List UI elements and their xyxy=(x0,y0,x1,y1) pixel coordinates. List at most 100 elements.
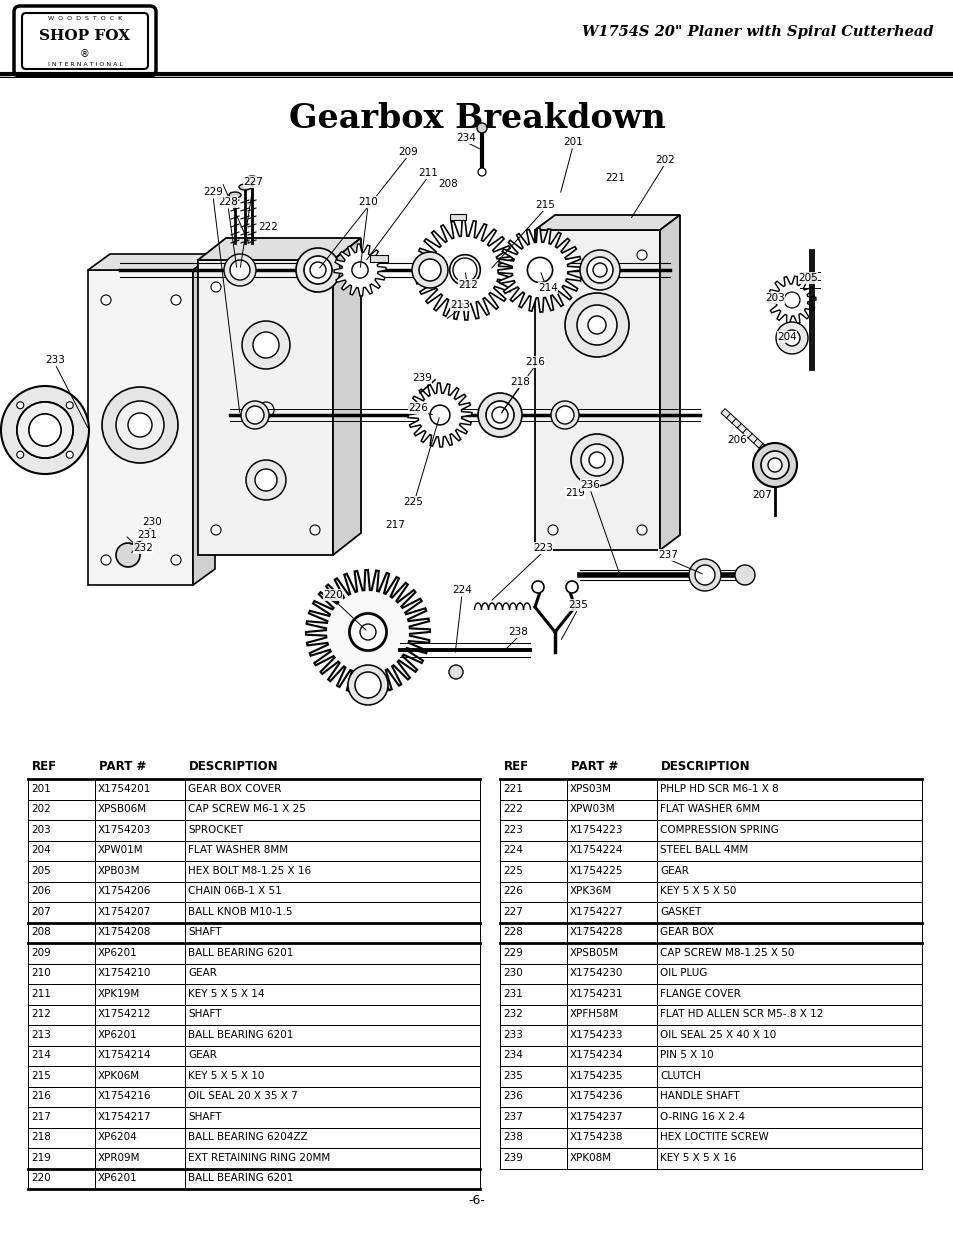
Bar xyxy=(88,270,193,585)
Circle shape xyxy=(760,451,788,479)
Text: PHLP HD SCR M6-1 X 8: PHLP HD SCR M6-1 X 8 xyxy=(659,784,778,794)
Bar xyxy=(731,419,741,429)
Circle shape xyxy=(430,405,450,425)
Circle shape xyxy=(355,672,380,698)
Circle shape xyxy=(783,291,800,308)
Text: HANDLE SHAFT: HANDLE SHAFT xyxy=(659,1092,739,1102)
Text: 239: 239 xyxy=(502,1152,522,1163)
Circle shape xyxy=(587,316,605,333)
Circle shape xyxy=(637,525,646,535)
Polygon shape xyxy=(497,228,581,312)
Text: X1754214: X1754214 xyxy=(98,1050,152,1061)
Text: CLUTCH: CLUTCH xyxy=(659,1071,700,1081)
Text: X1754237: X1754237 xyxy=(569,1112,623,1121)
Text: OIL PLUG: OIL PLUG xyxy=(659,968,706,978)
Circle shape xyxy=(66,401,73,409)
Text: 224: 224 xyxy=(502,845,522,856)
Text: GASKET: GASKET xyxy=(659,906,700,916)
Circle shape xyxy=(775,322,807,354)
Text: W  O  O  D  S  T  O  C  K: W O O D S T O C K xyxy=(48,16,122,21)
Circle shape xyxy=(17,451,24,458)
Text: 214: 214 xyxy=(537,283,558,293)
Text: 232: 232 xyxy=(502,1009,522,1019)
Text: 228: 228 xyxy=(502,927,522,937)
Circle shape xyxy=(556,406,574,424)
Circle shape xyxy=(246,459,286,500)
Text: XPFH58M: XPFH58M xyxy=(569,1009,618,1019)
Circle shape xyxy=(449,254,479,285)
Text: I N T E R N A T I O N A L: I N T E R N A T I O N A L xyxy=(48,62,122,67)
Circle shape xyxy=(241,401,269,429)
Text: 217: 217 xyxy=(385,520,404,530)
Text: 202: 202 xyxy=(655,156,674,165)
Text: 224: 224 xyxy=(452,585,472,595)
Bar xyxy=(198,261,333,555)
Text: 219: 219 xyxy=(564,488,584,498)
Circle shape xyxy=(348,664,388,705)
Text: GEAR: GEAR xyxy=(659,866,688,876)
Polygon shape xyxy=(198,238,360,261)
Text: 234: 234 xyxy=(456,133,476,143)
Polygon shape xyxy=(193,254,214,585)
Polygon shape xyxy=(306,571,430,694)
Circle shape xyxy=(580,445,613,475)
Text: 215: 215 xyxy=(30,1071,51,1081)
Text: CHAIN 06B-1 X 51: CHAIN 06B-1 X 51 xyxy=(188,887,281,897)
Text: 202: 202 xyxy=(30,804,51,814)
Text: DESCRIPTION: DESCRIPTION xyxy=(660,760,750,773)
Circle shape xyxy=(418,259,440,282)
Circle shape xyxy=(116,401,164,450)
Text: 220: 220 xyxy=(323,590,342,600)
Text: 208: 208 xyxy=(30,927,51,937)
Polygon shape xyxy=(415,220,515,320)
FancyBboxPatch shape xyxy=(22,14,148,69)
Text: XPS03M: XPS03M xyxy=(569,784,612,794)
Polygon shape xyxy=(88,254,214,270)
Text: 217: 217 xyxy=(30,1112,51,1121)
Text: X1754233: X1754233 xyxy=(569,1030,623,1040)
Circle shape xyxy=(304,256,332,284)
Bar xyxy=(720,409,730,419)
Circle shape xyxy=(349,613,387,651)
Circle shape xyxy=(571,433,622,487)
Polygon shape xyxy=(408,383,472,447)
Text: 231: 231 xyxy=(502,989,522,999)
Text: BALL BEARING 6204ZZ: BALL BEARING 6204ZZ xyxy=(188,1132,307,1142)
Text: XP6204: XP6204 xyxy=(98,1132,137,1142)
Text: 204: 204 xyxy=(777,332,796,342)
Text: 221: 221 xyxy=(502,784,522,794)
Text: 211: 211 xyxy=(30,989,51,999)
Text: X1754230: X1754230 xyxy=(569,968,622,978)
Circle shape xyxy=(453,258,476,282)
Text: 207: 207 xyxy=(30,906,51,916)
Circle shape xyxy=(230,261,250,280)
Text: 210: 210 xyxy=(357,198,377,207)
Circle shape xyxy=(242,321,290,369)
Circle shape xyxy=(254,469,276,492)
Text: X1754216: X1754216 xyxy=(98,1092,152,1102)
Text: X1754234: X1754234 xyxy=(569,1050,623,1061)
Circle shape xyxy=(783,330,800,346)
Circle shape xyxy=(17,403,73,458)
Text: ®: ® xyxy=(80,49,90,59)
Bar xyxy=(763,448,774,458)
Text: X1754201: X1754201 xyxy=(98,784,152,794)
Text: 227: 227 xyxy=(243,177,263,186)
Circle shape xyxy=(477,393,521,437)
Circle shape xyxy=(492,408,507,424)
Text: XP6201: XP6201 xyxy=(98,1173,137,1183)
Text: 211: 211 xyxy=(417,168,437,178)
Text: O-RING 16 X 2.4: O-RING 16 X 2.4 xyxy=(659,1112,744,1121)
Text: 223: 223 xyxy=(502,825,522,835)
Text: PART #: PART # xyxy=(99,760,146,773)
Circle shape xyxy=(551,401,578,429)
Circle shape xyxy=(257,403,274,417)
Text: 219: 219 xyxy=(30,1152,51,1163)
Circle shape xyxy=(171,295,181,305)
Text: SHOP FOX: SHOP FOX xyxy=(39,28,131,43)
Text: GEAR BOX COVER: GEAR BOX COVER xyxy=(188,784,281,794)
Circle shape xyxy=(310,525,319,535)
Circle shape xyxy=(17,401,24,409)
Text: 212: 212 xyxy=(457,280,477,290)
Bar xyxy=(753,438,762,448)
